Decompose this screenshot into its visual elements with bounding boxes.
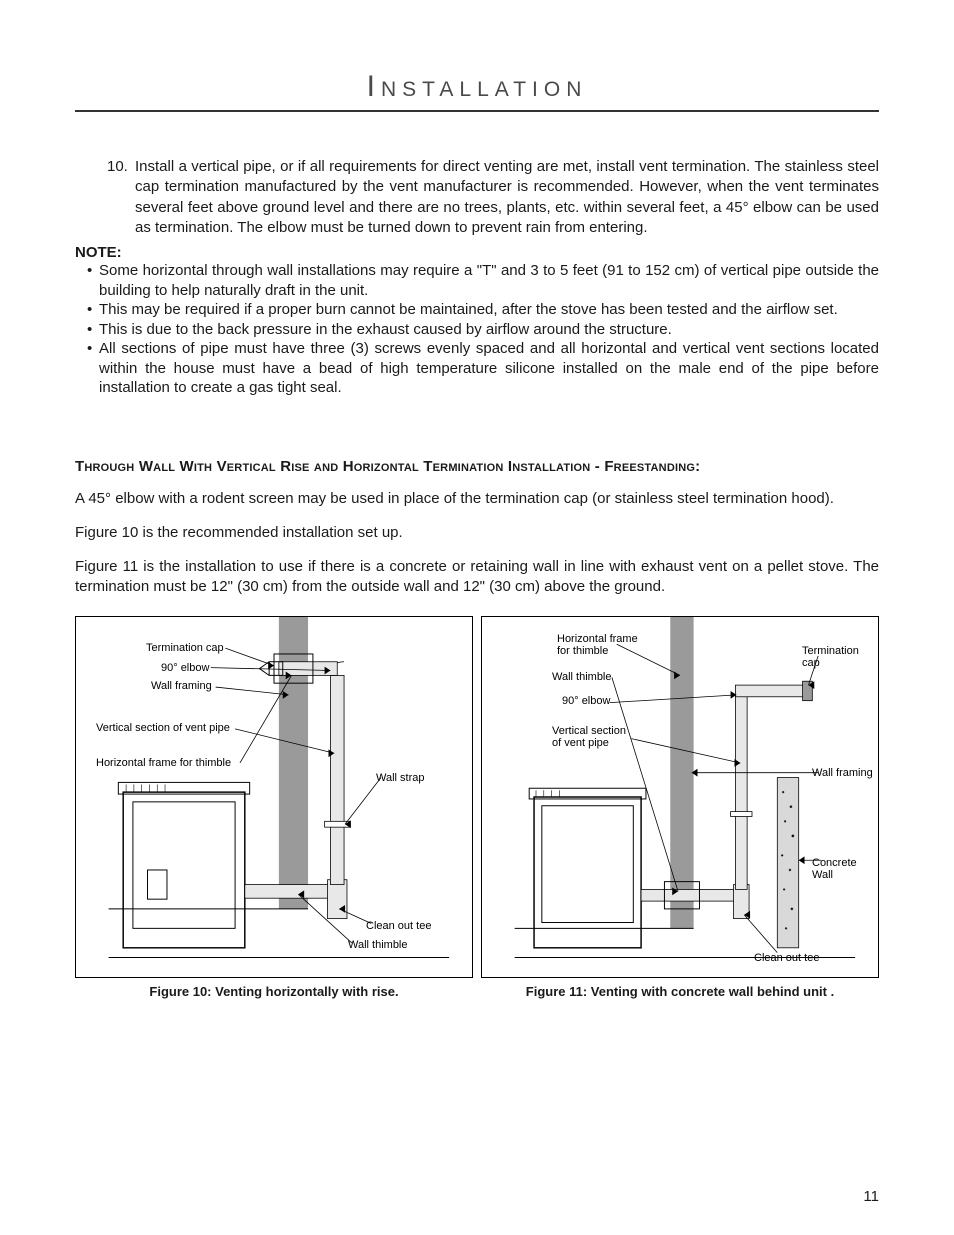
- bullet-mark: •: [87, 320, 99, 340]
- fig10-label-termination-cap: Termination cap: [146, 642, 224, 655]
- fig11-label-termination-cap: Termination cap: [802, 645, 878, 670]
- figure-10-caption: Figure 10: Venting horizontally with ris…: [75, 984, 473, 999]
- bullet-text: This may be required if a proper burn ca…: [99, 300, 838, 320]
- figure-11-container: Horizontal frame for thimble Wall thimbl…: [481, 616, 879, 999]
- figure-10-container: Termination cap 90° elbow Wall framing V…: [75, 616, 473, 999]
- bullet-text: Some horizontal through wall installatio…: [99, 261, 879, 300]
- bullet-mark: •: [87, 339, 99, 398]
- paragraph: Figure 10 is the recommended installatio…: [75, 523, 879, 543]
- fig11-label-clean-out: Clean out tee: [754, 952, 819, 965]
- page-title: Installation: [75, 70, 879, 112]
- step-number: 10.: [107, 157, 135, 238]
- fig11-label-horizontal-frame: Horizontal frame for thimble: [557, 633, 638, 658]
- figures-row: Termination cap 90° elbow Wall framing V…: [75, 616, 879, 999]
- fig11-label-vertical-section: Vertical section of vent pipe: [552, 725, 626, 750]
- bullet-text: All sections of pipe must have three (3)…: [99, 339, 879, 398]
- fig10-label-wall-framing: Wall framing: [151, 680, 212, 693]
- fig10-label-90-elbow: 90° elbow: [161, 662, 209, 675]
- fig11-label-wall-framing: Wall framing: [812, 767, 873, 780]
- fig10-label-clean-out: Clean out tee: [366, 920, 431, 933]
- fig10-label-wall-thimble: Wall thimble: [348, 939, 408, 952]
- subheading: Through Wall With Vertical Rise and Hori…: [75, 458, 879, 475]
- figure-11-caption: Figure 11: Venting with concrete wall be…: [481, 984, 879, 999]
- bullet-mark: •: [87, 261, 99, 300]
- paragraph: A 45° elbow with a rodent screen may be …: [75, 489, 879, 509]
- note-label: NOTE:: [75, 244, 879, 261]
- paragraph: Figure 11 is the installation to use if …: [75, 557, 879, 598]
- page: Installation 10. Install a vertical pipe…: [0, 0, 954, 1235]
- step-text: Install a vertical pipe, or if all requi…: [135, 157, 879, 238]
- fig10-label-vertical-section: Vertical section of vent pipe: [96, 722, 230, 735]
- page-number: 11: [863, 1188, 879, 1205]
- numbered-step: 10. Install a vertical pipe, or if all r…: [75, 157, 879, 238]
- fig10-label-horizontal-frame: Horizontal frame for thimble: [96, 757, 231, 770]
- fig11-label-wall-thimble: Wall thimble: [552, 671, 612, 684]
- figure-11-svg: [482, 617, 878, 977]
- bullet-text: This is due to the back pressure in the …: [99, 320, 672, 340]
- bullet-mark: •: [87, 300, 99, 320]
- fig10-label-wall-strap: Wall strap: [376, 772, 425, 785]
- fig11-label-90-elbow: 90° elbow: [562, 695, 610, 708]
- fig11-label-concrete-wall: Concrete Wall: [812, 857, 878, 882]
- figure-11: Horizontal frame for thimble Wall thimbl…: [481, 616, 879, 978]
- note-bullets: •Some horizontal through wall installati…: [75, 261, 879, 398]
- figure-10: Termination cap 90° elbow Wall framing V…: [75, 616, 473, 978]
